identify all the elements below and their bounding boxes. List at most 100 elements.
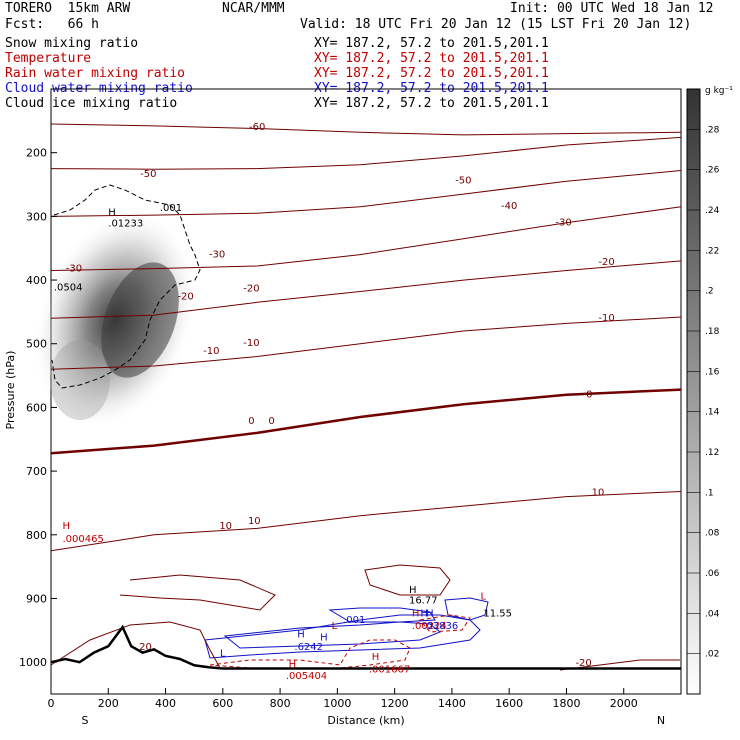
y-tick-label: 600 — [26, 401, 47, 414]
field-label-rain: Rain water mixing ratio — [5, 66, 186, 81]
field-label-snow: Snow mixing ratio — [5, 36, 139, 51]
colorbar-tick-label: .16 — [705, 367, 720, 377]
temperature-contour-m50 — [50, 136, 682, 170]
annotation-label: .03836 — [423, 621, 458, 632]
annotation-label: 11.55 — [483, 608, 512, 619]
temperature-contour-m30 — [50, 206, 682, 271]
annotation-label: H — [412, 608, 420, 619]
x-tick-label: 800 — [270, 697, 291, 710]
temperature-contour-m40 — [50, 170, 682, 217]
cloud-water-contour-2 — [223, 621, 441, 649]
temperature-label: 0 — [248, 416, 254, 427]
temperature-label: 0 — [586, 389, 592, 400]
y-axis: 200 300 400 500 600 700 800 900 1000 — [19, 147, 57, 669]
temperature-label: -30 — [555, 217, 571, 228]
colorbar-tick-label: .2 — [705, 287, 714, 297]
temp-contour-20-low — [50, 621, 221, 669]
temperature-label: 0 — [268, 416, 274, 427]
temperature-label: -30 — [209, 249, 225, 260]
annotation-label: .005404 — [286, 671, 327, 682]
x-axis: 0 200 400 600 800 1000 1200 1400 1600 1800 2000 — [48, 688, 638, 710]
temperature-contour-m10 — [50, 316, 682, 370]
x-tick-label: 400 — [155, 697, 176, 710]
annotation-label: .01233 — [108, 219, 143, 230]
temperature-label: 10 — [248, 516, 261, 527]
x-tick-label: 1400 — [438, 697, 466, 710]
valid-time: Valid: 18 UTC Fri 20 Jan 12 (15 LST Fri … — [300, 17, 692, 32]
annotation-label: H — [372, 652, 380, 663]
model-title: TORERO 15km ARW — [5, 1, 131, 16]
y-axis-title: Pressure (hPa) — [4, 351, 17, 430]
annotation-label: H — [297, 630, 305, 641]
temperature-label: 10 — [219, 521, 232, 532]
field-xy-snow: XY= 187.2, 57.2 to 201.5,201.1 — [314, 36, 549, 51]
colorbar-tick-label: .1 — [705, 488, 714, 498]
annotation-label: .6242 — [294, 642, 323, 653]
temperature-label: 10 — [592, 487, 605, 498]
center-title: NCAR/MMM — [222, 1, 285, 16]
annotation-label: L — [332, 621, 338, 632]
colorbar-tick-label: .28 — [705, 125, 720, 135]
rain-contour-2 — [419, 614, 471, 633]
x-end-label-right: N — [657, 714, 665, 727]
x-axis-title: Distance (km) — [327, 714, 404, 727]
forecast-hour: Fcst: 66 h — [5, 17, 99, 32]
cloud-ice-contour — [51, 184, 201, 389]
colorbar-tick-label: .18 — [705, 327, 720, 337]
temperature-label: -20 — [177, 291, 193, 302]
x-tick-label: 600 — [212, 697, 233, 710]
terrain-line — [50, 624, 681, 670]
init-time: Init: 00 UTC Wed 18 Jan 12 — [510, 1, 714, 16]
temperature-label: -20 — [575, 658, 591, 669]
x-end-label-left: S — [82, 714, 89, 727]
x-tick-label: 2000 — [610, 697, 638, 710]
annotation-label: .00224 — [412, 621, 447, 632]
y-tick-label: 400 — [26, 274, 47, 287]
x-tick-label: 0 — [48, 697, 55, 710]
field-xy-temperature: XY= 187.2, 57.2 to 201.5,201.1 — [314, 51, 549, 66]
temperature-label: -50 — [140, 169, 156, 180]
y-tick-label: 800 — [26, 529, 47, 542]
snow-shading — [35, 213, 195, 427]
x-tick-label: 1800 — [552, 697, 580, 710]
temperature-contour-10 — [50, 491, 682, 552]
colorbar-tick-label: .24 — [705, 206, 720, 216]
y-tick-label: 700 — [26, 465, 47, 478]
annotation-label: .001 — [343, 615, 365, 626]
cloud-water-contour-3 — [328, 607, 436, 623]
annotation-label: H — [62, 521, 70, 532]
x-tick-label: 1600 — [495, 697, 523, 710]
colorbar-tick-label: .04 — [705, 609, 720, 619]
y-tick-label: 300 — [26, 210, 47, 223]
field-xy-cloud-ice: XY= 187.2, 57.2 to 201.5,201.1 — [314, 96, 549, 111]
snow-blob-tail — [50, 340, 110, 420]
colorbar-tick-label: .14 — [705, 408, 720, 418]
temperature-label: -10 — [203, 346, 219, 357]
colorbar-tick-label: .08 — [705, 529, 720, 539]
annotation-label: .0504 — [54, 282, 83, 293]
temperature-label: -30 — [66, 263, 82, 274]
annotation-label: .000465 — [62, 534, 103, 545]
colorbar-tick-label: .22 — [705, 246, 719, 256]
cloud-water-contour-1 — [204, 614, 481, 659]
colorbar-tick-label: .06 — [705, 569, 720, 579]
temp-contour-20-mid — [119, 574, 276, 611]
field-label-temperature: Temperature — [5, 51, 92, 66]
temperature-contour-m20 — [50, 260, 682, 319]
annotation-label: H — [320, 633, 328, 644]
y-tick-label: 1000 — [19, 656, 47, 669]
temperature-label: -10 — [598, 313, 614, 324]
colorbar-tick-label: .02 — [705, 650, 719, 660]
snow-blob-core — [101, 262, 179, 378]
field-xy-rain: XY= 187.2, 57.2 to 201.5,201.1 — [314, 66, 549, 81]
temperature-contour-0 — [50, 388, 682, 455]
colorbar-ticks: .02 .04 .06 .08 .1 .12 .14 .16 .18 .2 .22 .24 .26 .28 — [687, 125, 720, 660]
x-tick-label: 200 — [98, 697, 119, 710]
annotation-label: .001 — [160, 203, 182, 214]
annotation-label: H — [426, 608, 434, 619]
annotation-label: H — [108, 207, 116, 218]
temperature-label: -20 — [243, 284, 259, 295]
temperature-label: -60 — [249, 122, 265, 133]
field-label-cloud-ice: Cloud ice mixing ratio — [5, 96, 178, 111]
